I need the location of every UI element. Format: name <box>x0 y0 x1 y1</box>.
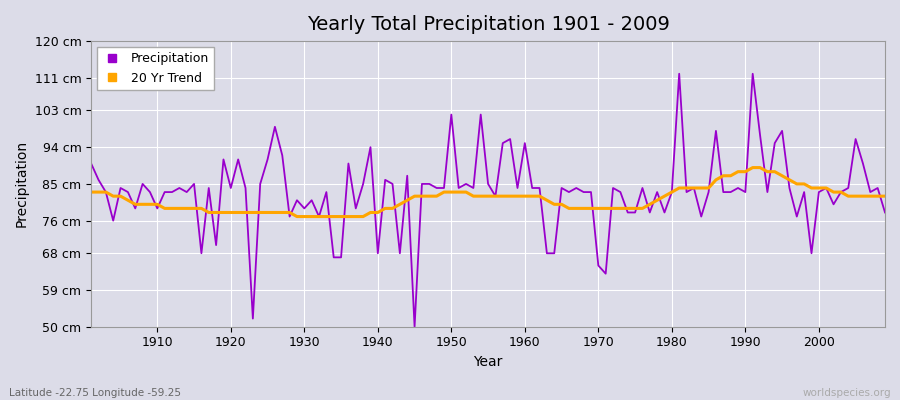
20 Yr Trend <box>145 202 156 207</box>
Precipitation <box>350 206 361 211</box>
20 Yr Trend <box>615 206 626 211</box>
Precipitation <box>519 141 530 146</box>
Legend: Precipitation, 20 Yr Trend: Precipitation, 20 Yr Trend <box>97 47 214 90</box>
Precipitation <box>615 190 626 194</box>
Text: Latitude -22.75 Longitude -59.25: Latitude -22.75 Longitude -59.25 <box>9 388 181 398</box>
Precipitation <box>306 198 317 203</box>
20 Yr Trend <box>519 194 530 198</box>
X-axis label: Year: Year <box>473 355 503 369</box>
Text: worldspecies.org: worldspecies.org <box>803 388 891 398</box>
Precipitation <box>145 190 156 194</box>
Precipitation <box>86 161 96 166</box>
Y-axis label: Precipitation: Precipitation <box>15 140 29 228</box>
20 Yr Trend <box>526 194 537 198</box>
Line: Precipitation: Precipitation <box>91 74 885 327</box>
20 Yr Trend <box>747 165 758 170</box>
20 Yr Trend <box>292 214 302 219</box>
20 Yr Trend <box>86 190 96 194</box>
Precipitation <box>410 324 420 329</box>
20 Yr Trend <box>879 194 890 198</box>
Line: 20 Yr Trend: 20 Yr Trend <box>91 168 885 216</box>
20 Yr Trend <box>313 214 324 219</box>
Precipitation <box>879 210 890 215</box>
20 Yr Trend <box>357 214 368 219</box>
Title: Yearly Total Precipitation 1901 - 2009: Yearly Total Precipitation 1901 - 2009 <box>307 15 670 34</box>
Precipitation <box>674 71 685 76</box>
Precipitation <box>526 186 537 190</box>
